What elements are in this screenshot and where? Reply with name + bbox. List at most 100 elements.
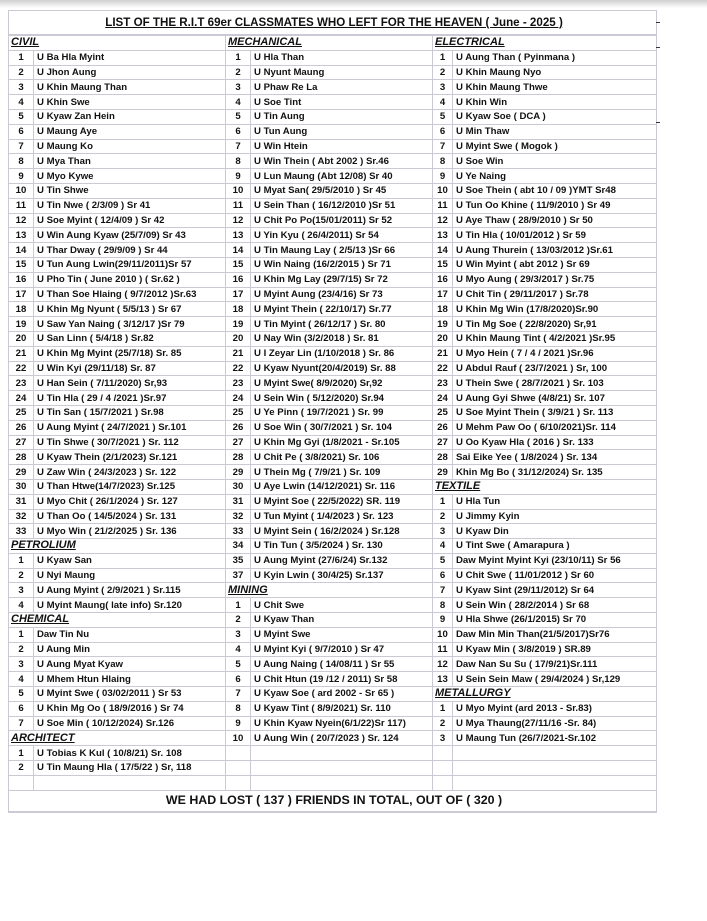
- entry-name: U Khin Mg Oo ( 18/9/2016 ) Sr 74: [33, 700, 226, 717]
- entry-number: 28: [8, 449, 34, 466]
- entry-name: U Tun Oo Khine ( 11/9/2010 ) Sr 49: [451, 197, 658, 214]
- entry-name: U Win Htein: [250, 138, 433, 155]
- entry-name: U Myat San( 29/5/2010 ) Sr 45: [250, 182, 433, 199]
- entry-number: 29: [225, 464, 251, 480]
- entry-number: 12: [432, 656, 453, 673]
- table-row: 16 U Pho Tin ( June 2010 ) ( Sr.62 ) 16 U K…: [8, 271, 658, 288]
- empty-cell: [8, 774, 34, 791]
- entry-number: 24: [8, 390, 34, 406]
- entry-name: U Maung Tun (26/7/2021-Sr.102: [451, 730, 658, 747]
- section-header: MINING: [225, 582, 433, 599]
- top-shadow: [0, 0, 707, 8]
- entry-number: 6: [432, 567, 453, 584]
- entry-number: 13: [432, 227, 453, 244]
- entry-name: U Soe Min ( 10/12/2024) Sr.126: [33, 715, 226, 732]
- entry-number: 5: [8, 686, 34, 702]
- section-header: MECHANICAL: [225, 34, 433, 51]
- entry-name: U Than Soe Hlaing ( 9/7/2012 )Sr.63: [33, 286, 226, 303]
- entry-name: U Win Kyi (29/11/18) Sr. 87: [33, 360, 226, 377]
- entry-number: 5: [225, 108, 251, 125]
- entry-number: 10: [225, 182, 251, 199]
- margin-mark: [656, 122, 660, 123]
- empty-cell: [250, 760, 433, 776]
- entry-name: U Oo Kyaw Hla ( 2016 ) Sr. 133: [451, 434, 658, 451]
- entry-name: U Sein Sein Maw ( 29/4/2024 ) Sr,129: [451, 671, 658, 688]
- table-row: PETROLIUM 34 U Tin Tun ( 3/5/2024 ) Sr. 13…: [8, 538, 658, 554]
- table-row: 32 U Than Oo ( 14/5/2024 ) Sr. 131 32 U Tun…: [8, 508, 658, 525]
- entry-name: U Myo Myint (ard 2013 - Sr.83): [451, 700, 658, 717]
- entry-name: U Myint Kyi ( 9/7/2010 ) Sr 47: [250, 641, 433, 658]
- entry-number: 7: [225, 686, 251, 702]
- entry-number: 9: [432, 168, 453, 184]
- entry-number: 26: [225, 419, 251, 436]
- table-row: 14 U Thar Dway ( 29/9/09 ) Sr 44 14 U Tin M…: [8, 242, 658, 258]
- entry-number: 17: [225, 286, 251, 303]
- entry-number: 1: [8, 745, 34, 762]
- table-row: CHEMICAL 2 U Kyaw Than 9 U Hla Shwe (26/1/20…: [8, 612, 658, 628]
- entry-number: 32: [8, 508, 34, 525]
- entry-number: 18: [8, 301, 34, 318]
- entry-name: U Khin Mg Win (17/8/2020)Sr.90: [451, 301, 658, 318]
- entry-number: 3: [225, 79, 251, 96]
- entry-number: 18: [432, 301, 453, 318]
- entry-number: 4: [8, 671, 34, 688]
- entry-number: 20: [225, 330, 251, 347]
- entry-name: U Kyaw Din: [451, 523, 658, 540]
- entry-name: U Tin Tun ( 3/5/2024 ) Sr. 130: [250, 538, 433, 554]
- entry-number: 16: [8, 271, 34, 288]
- entry-name: U Khin Mg Nyunt ( 5/5/13 ) Sr 67: [33, 301, 226, 318]
- entry-number: 32: [225, 508, 251, 525]
- entry-number: 9: [8, 168, 34, 184]
- entry-name: U Tin Shwe: [33, 182, 226, 199]
- table-row: 26 U Aung Myint ( 24/7/2021 ) Sr.101 26 U S…: [8, 419, 658, 436]
- entry-name: U Soe Thein ( abt 10 / 09 )YMT Sr48: [451, 182, 658, 199]
- entry-name: U Sein Win ( 5/12/2020) Sr.94: [250, 390, 433, 406]
- entry-number: 6: [8, 123, 34, 140]
- entry-number: 5: [8, 108, 34, 125]
- entry-number: 2: [8, 567, 34, 584]
- entry-number: 17: [432, 286, 453, 303]
- entry-number: 35: [225, 552, 251, 569]
- entry-number: 4: [225, 641, 251, 658]
- entry-name: U Jimmy Kyin: [451, 508, 658, 525]
- table-row: ARCHITECT 10 U Aung Win ( 20/7/2023 ) Sr. …: [8, 730, 658, 747]
- entry-name: Khin Mg Bo ( 31/12/2024) Sr. 135: [451, 464, 658, 480]
- table-row: 13 U Win Aung Kyaw (25/7/09) Sr 43 13 U Yin…: [8, 227, 658, 244]
- entry-name: U Hla Shwe (26/1/2015) Sr 70: [451, 612, 658, 628]
- entry-name: U Kyaw Min ( 3/8/2019 ) SR.89: [451, 641, 658, 658]
- entry-name: U Tin Nwe ( 2/3/09 ) Sr 41: [33, 197, 226, 214]
- entry-name: U Myo Chit ( 26/1/2024 ) Sr. 127: [33, 493, 226, 510]
- entry-number: 2: [8, 641, 34, 658]
- entry-name: U Kyaw Thein (2/1/2023) Sr.121: [33, 449, 226, 466]
- entry-number: 16: [225, 271, 251, 288]
- entry-number: 4: [432, 94, 453, 110]
- table-row: 12 U Soe Myint ( 12/4/09 ) Sr 42 12 U Chit …: [8, 212, 658, 229]
- entry-name: U Myo Hein ( 7 / 4 / 2021 )Sr.96: [451, 345, 658, 362]
- entry-name: U Aung Naing ( 14/08/11 ) Sr 55: [250, 656, 433, 673]
- entry-number: 9: [225, 168, 251, 184]
- entry-number: 23: [432, 375, 453, 392]
- entry-number: 28: [432, 449, 453, 466]
- entry-number: 9: [432, 612, 453, 628]
- entry-name: U Khin Win: [451, 94, 658, 110]
- table-row: 27 U Tin Shwe ( 30/7/2021 ) Sr. 112 27 U Kh…: [8, 434, 658, 451]
- entry-name: U Myint Swe ( Mogok ): [451, 138, 658, 155]
- entry-number: 30: [225, 478, 251, 495]
- table-row: 29 U Zaw Win ( 24/3/2023 ) Sr. 122 29 U The…: [8, 464, 658, 480]
- entry-number: 3: [432, 79, 453, 96]
- entry-number: 29: [8, 464, 34, 480]
- entry-name: U Myint Aung (23/4/16) Sr 73: [250, 286, 433, 303]
- entry-name: U Than Htwe(14/7/2023) Sr.125: [33, 478, 226, 495]
- header-row: CIVIL MECHANICAL ELECTRICAL: [8, 34, 658, 51]
- entry-name: U Soe Myint ( 12/4/09 ) Sr 42: [33, 212, 226, 229]
- entry-name: U Chit Pe ( 3/8/2021) Sr. 106: [250, 449, 433, 466]
- entry-number: 7: [432, 138, 453, 155]
- entry-name: U Mya Than: [33, 153, 226, 170]
